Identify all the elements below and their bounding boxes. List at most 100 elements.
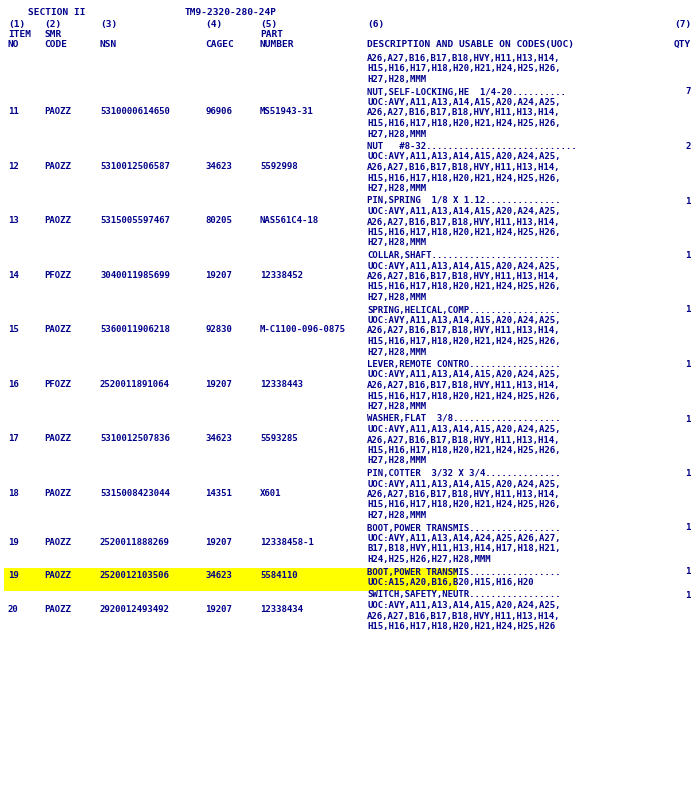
- Text: H15,H16,H17,H18,H20,H21,H24,H25,H26,: H15,H16,H17,H18,H20,H21,H24,H25,H26,: [367, 65, 561, 73]
- Text: 1: 1: [686, 567, 691, 577]
- Text: PAOZZ: PAOZZ: [44, 325, 71, 334]
- Text: UOC:AVY,A11,A13,A14,A15,A20,A24,A25,: UOC:AVY,A11,A13,A14,A15,A20,A24,A25,: [367, 371, 561, 379]
- Text: NUT,SELF-LOCKING,HE  1/4-20..........: NUT,SELF-LOCKING,HE 1/4-20..........: [367, 88, 566, 96]
- Text: BOOT,POWER TRANSMIS.................: BOOT,POWER TRANSMIS.................: [367, 567, 561, 577]
- Text: H15,H16,H17,H18,H20,H21,H24,H25,H26,: H15,H16,H17,H18,H20,H21,H24,H25,H26,: [367, 446, 561, 455]
- Text: 80205: 80205: [205, 216, 232, 225]
- Text: 5315005597467: 5315005597467: [100, 216, 170, 225]
- Text: H15,H16,H17,H18,H20,H21,H24,H25,H26,: H15,H16,H17,H18,H20,H21,H24,H25,H26,: [367, 337, 561, 346]
- Text: 20: 20: [8, 605, 19, 614]
- Text: 5310012507836: 5310012507836: [100, 434, 170, 443]
- Text: 12338452: 12338452: [260, 271, 303, 280]
- Text: A26,A27,B16,B17,B18,HVY,H11,H13,H14,: A26,A27,B16,B17,B18,HVY,H11,H13,H14,: [367, 381, 561, 390]
- Text: (3): (3): [100, 20, 117, 29]
- Text: PIN,COTTER  3/32 X 3/4..............: PIN,COTTER 3/32 X 3/4..............: [367, 469, 561, 478]
- Text: UOC:AVY,A11,A13,A14,A15,A20,A24,A25,: UOC:AVY,A11,A13,A14,A15,A20,A24,A25,: [367, 425, 561, 434]
- Text: NAS561C4-18: NAS561C4-18: [260, 216, 319, 225]
- Text: H15,H16,H17,H18,H20,H21,H24,H25,H26,: H15,H16,H17,H18,H20,H21,H24,H25,H26,: [367, 283, 561, 292]
- Text: PAOZZ: PAOZZ: [44, 571, 71, 581]
- Text: A26,A27,B16,B17,B18,HVY,H11,H13,H14,: A26,A27,B16,B17,B18,HVY,H11,H13,H14,: [367, 490, 561, 499]
- Text: PART: PART: [260, 30, 283, 39]
- Text: 96906: 96906: [205, 107, 232, 116]
- Text: 34623: 34623: [205, 434, 232, 443]
- Text: 11: 11: [8, 107, 19, 116]
- Text: A26,A27,B16,B17,B18,HVY,H11,H13,H14,: A26,A27,B16,B17,B18,HVY,H11,H13,H14,: [367, 611, 561, 620]
- Text: 12338443: 12338443: [260, 380, 303, 389]
- Text: A26,A27,B16,B17,B18,HVY,H11,H13,H14,: A26,A27,B16,B17,B18,HVY,H11,H13,H14,: [367, 435, 561, 445]
- Text: (4): (4): [205, 20, 222, 29]
- Text: H27,H28,MMM: H27,H28,MMM: [367, 348, 426, 356]
- Text: 2920012493492: 2920012493492: [100, 605, 170, 614]
- Text: 13: 13: [8, 216, 19, 225]
- Text: 2520012103506: 2520012103506: [100, 571, 170, 581]
- Text: UOC:A15,A20,B16,B20,H15,H16,H20: UOC:A15,A20,B16,B20,H15,H16,H20: [367, 578, 533, 587]
- Text: 5593285: 5593285: [260, 434, 298, 443]
- Text: 1: 1: [686, 469, 691, 478]
- Text: 1: 1: [686, 360, 691, 369]
- Text: NSN: NSN: [100, 40, 117, 49]
- Text: H27,H28,MMM: H27,H28,MMM: [367, 239, 426, 247]
- Text: H27,H28,MMM: H27,H28,MMM: [367, 184, 426, 193]
- Text: 5310012506587: 5310012506587: [100, 162, 170, 171]
- Text: H27,H28,MMM: H27,H28,MMM: [367, 402, 426, 411]
- Text: H15,H16,H17,H18,H20,H21,H24,H25,H26,: H15,H16,H17,H18,H20,H21,H24,H25,H26,: [367, 174, 561, 182]
- Text: TM9-2320-280-24P: TM9-2320-280-24P: [185, 8, 277, 17]
- Text: 19207: 19207: [205, 271, 232, 280]
- Text: MS51943-31: MS51943-31: [260, 107, 314, 116]
- Text: 5584110: 5584110: [260, 571, 298, 581]
- Text: 2520011888269: 2520011888269: [100, 538, 170, 547]
- Text: NUMBER: NUMBER: [260, 40, 294, 49]
- Text: UOC:AVY,A11,A13,A14,A24,A25,A26,A27,: UOC:AVY,A11,A13,A14,A24,A25,A26,A27,: [367, 534, 561, 543]
- Text: A26,A27,B16,B17,B18,HVY,H11,H13,H14,: A26,A27,B16,B17,B18,HVY,H11,H13,H14,: [367, 163, 561, 172]
- Text: 34623: 34623: [205, 571, 232, 581]
- Text: 19: 19: [8, 571, 19, 581]
- Text: H24,H25,H26,H27,H28,MMM: H24,H25,H26,H27,H28,MMM: [367, 555, 491, 564]
- Text: X601: X601: [260, 488, 282, 498]
- Text: NO: NO: [8, 40, 20, 49]
- Text: 92830: 92830: [205, 325, 232, 334]
- Text: 7: 7: [686, 88, 691, 96]
- Text: BOOT,POWER TRANSMIS.................: BOOT,POWER TRANSMIS.................: [367, 524, 561, 532]
- Text: 3040011985699: 3040011985699: [100, 271, 170, 280]
- Text: PAOZZ: PAOZZ: [44, 162, 71, 171]
- Bar: [4, 567, 457, 590]
- Text: UOC:AVY,A11,A13,A14,A15,A20,A24,A25,: UOC:AVY,A11,A13,A14,A15,A20,A24,A25,: [367, 207, 561, 216]
- Text: 34623: 34623: [205, 162, 232, 171]
- Text: H27,H28,MMM: H27,H28,MMM: [367, 457, 426, 465]
- Text: A26,A27,B16,B17,B18,HVY,H11,H13,H14,: A26,A27,B16,B17,B18,HVY,H11,H13,H14,: [367, 326, 561, 336]
- Text: H15,H16,H17,H18,H20,H21,H24,H25,H26,: H15,H16,H17,H18,H20,H21,H24,H25,H26,: [367, 228, 561, 237]
- Text: PIN,SPRING  1/8 X 1.12..............: PIN,SPRING 1/8 X 1.12..............: [367, 197, 561, 205]
- Text: 5592998: 5592998: [260, 162, 298, 171]
- Text: CODE: CODE: [44, 40, 67, 49]
- Text: PFOZZ: PFOZZ: [44, 271, 71, 280]
- Text: 15: 15: [8, 325, 19, 334]
- Text: 17: 17: [8, 434, 19, 443]
- Text: A26,A27,B16,B17,B18,HVY,H11,H13,H14,: A26,A27,B16,B17,B18,HVY,H11,H13,H14,: [367, 108, 561, 118]
- Text: 19207: 19207: [205, 538, 232, 547]
- Text: H27,H28,MMM: H27,H28,MMM: [367, 293, 426, 302]
- Text: 12338434: 12338434: [260, 605, 303, 614]
- Text: COLLAR,SHAFT........................: COLLAR,SHAFT........................: [367, 251, 561, 260]
- Text: A26,A27,B16,B17,B18,HVY,H11,H13,H14,: A26,A27,B16,B17,B18,HVY,H11,H13,H14,: [367, 54, 561, 63]
- Text: (6): (6): [367, 20, 384, 29]
- Text: (2): (2): [44, 20, 62, 29]
- Text: 1: 1: [686, 524, 691, 532]
- Text: UOC:AVY,A11,A13,A14,A15,A20,A24,A25,: UOC:AVY,A11,A13,A14,A15,A20,A24,A25,: [367, 480, 561, 488]
- Text: 14: 14: [8, 271, 19, 280]
- Text: A26,A27,B16,B17,B18,HVY,H11,H13,H14,: A26,A27,B16,B17,B18,HVY,H11,H13,H14,: [367, 272, 561, 281]
- Text: 18: 18: [8, 488, 19, 498]
- Text: H27,H28,MMM: H27,H28,MMM: [367, 511, 426, 520]
- Text: 14351: 14351: [205, 488, 232, 498]
- Text: PAOZZ: PAOZZ: [44, 538, 71, 547]
- Text: 5360011906218: 5360011906218: [100, 325, 170, 334]
- Text: H15,H16,H17,H18,H20,H21,H24,H25,H26,: H15,H16,H17,H18,H20,H21,H24,H25,H26,: [367, 119, 561, 128]
- Text: H15,H16,H17,H18,H20,H21,H24,H25,H26: H15,H16,H17,H18,H20,H21,H24,H25,H26: [367, 622, 555, 631]
- Text: 1: 1: [686, 415, 691, 423]
- Text: PAOZZ: PAOZZ: [44, 434, 71, 443]
- Text: (1): (1): [8, 20, 25, 29]
- Text: A26,A27,B16,B17,B18,HVY,H11,H13,H14,: A26,A27,B16,B17,B18,HVY,H11,H13,H14,: [367, 217, 561, 227]
- Text: UOC:AVY,A11,A13,A14,A15,A20,A24,A25,: UOC:AVY,A11,A13,A14,A15,A20,A24,A25,: [367, 316, 561, 325]
- Text: 12338458-1: 12338458-1: [260, 538, 314, 547]
- Text: 19207: 19207: [205, 380, 232, 389]
- Text: 16: 16: [8, 380, 19, 389]
